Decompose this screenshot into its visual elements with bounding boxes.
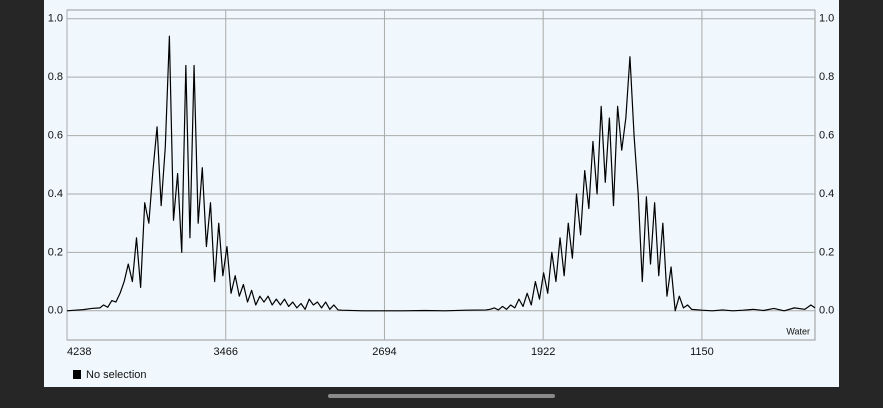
y-tick-label-right: 0.4 [819,188,834,200]
y-tick-label: 0.6 [48,129,63,141]
x-tick-label: 4238 [67,346,91,358]
legend-swatch [73,370,81,379]
x-tick-label: 1150 [690,346,714,358]
y-tick-label-right: 0.6 [819,129,834,141]
y-tick-label-right: 0.8 [819,71,834,83]
data-line [66,35,816,312]
x-tick-label: 2694 [372,346,396,358]
y-tick-label: 0.8 [48,71,63,83]
y-tick-label: 0.0 [48,305,63,317]
y-tick-label: 1.0 [48,13,63,25]
y-tick-label: 0.2 [48,246,63,258]
home-indicator [328,394,555,398]
y-tick-label: 0.4 [48,188,63,200]
legend-label: No selection [86,369,147,381]
x-tick-label: 1922 [531,346,555,358]
y-tick-label-right: 1.0 [819,13,834,25]
x-tick-label: 3466 [213,346,237,358]
y-tick-label-right: 0.2 [819,246,834,258]
series-label: Water [786,326,810,336]
y-tick-label-right: 0.0 [819,305,834,317]
